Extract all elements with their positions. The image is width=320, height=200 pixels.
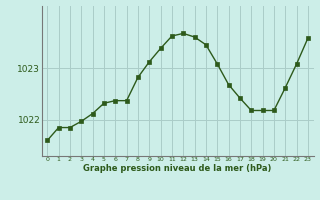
X-axis label: Graphe pression niveau de la mer (hPa): Graphe pression niveau de la mer (hPa)	[84, 164, 272, 173]
